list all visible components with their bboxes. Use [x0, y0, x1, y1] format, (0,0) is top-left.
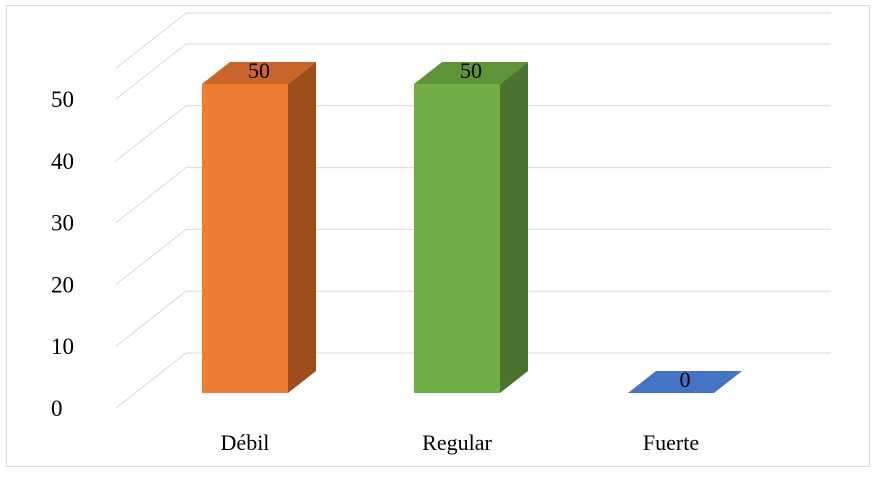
y-tick-label-3: 30: [51, 211, 74, 236]
bar-top-1: [414, 62, 528, 84]
bar-side-0: [288, 62, 316, 393]
chart-frame: 0 10 20 30 40 50 50 Débil 50 Regular 0 Fuerte: [6, 5, 870, 467]
gridline-side-2: [115, 229, 187, 285]
y-tick-label-2: 20: [51, 272, 74, 297]
gridline-side-0: [115, 352, 187, 409]
y-tick-label-0: 0: [51, 396, 63, 421]
bar-side-1: [500, 62, 528, 393]
y-tick-label-5: 50: [51, 87, 74, 112]
x-tick-label-2: Fuerte: [643, 430, 699, 455]
x-tick-label-1: Regular: [422, 430, 492, 455]
bar-top-0: [202, 62, 316, 84]
y-tick-label-1: 10: [51, 334, 74, 359]
bar-front-0: [202, 84, 288, 393]
plot-area: 0 10 20 30 40 50 50 Débil 50 Regular 0 Fuerte: [51, 12, 831, 455]
gridline-side-5: [115, 43, 187, 100]
bar-chart: 0 10 20 30 40 50 50 Débil 50 Regular 0 Fuerte: [51, 12, 831, 455]
bar-front-1: [414, 84, 500, 393]
gridline-side-4: [115, 105, 187, 162]
data-label-1: 50: [460, 58, 482, 83]
bar-top-2: [628, 371, 742, 393]
x-tick-label-0: Débil: [221, 430, 270, 455]
data-label-2: 0: [680, 367, 691, 392]
gridline-side-top: [115, 12, 187, 69]
data-label-0: 50: [248, 58, 270, 83]
gridline-side-1: [115, 290, 187, 347]
gridline-side-3: [115, 167, 187, 223]
y-tick-label-4: 40: [51, 149, 74, 174]
